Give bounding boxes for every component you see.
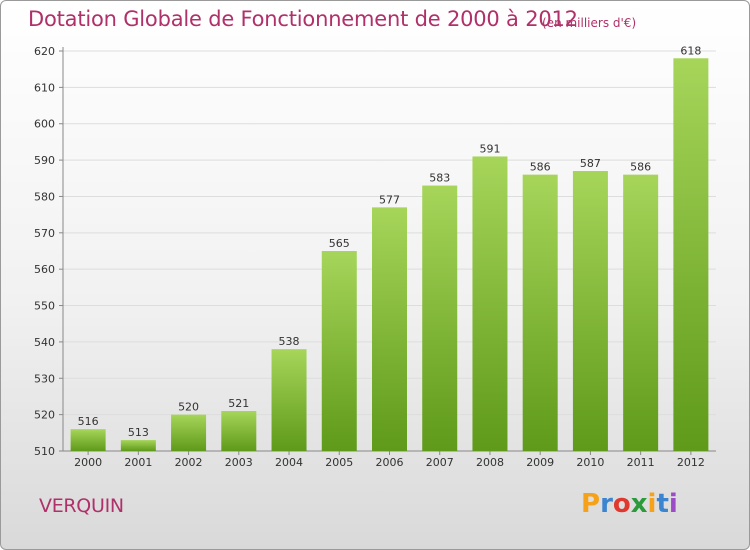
bar — [120, 440, 156, 451]
x-tick-label: 2001 — [124, 456, 152, 469]
logo-letter: i — [647, 489, 657, 519]
bar — [70, 429, 106, 451]
logo-letter: x — [630, 489, 648, 519]
y-tick-label: 590 — [34, 154, 55, 167]
commune-name: VERQUIN — [39, 495, 124, 517]
y-tick-label: 560 — [34, 263, 55, 276]
data-label: 521 — [228, 397, 249, 410]
y-tick-label: 610 — [34, 81, 55, 94]
x-tick-label: 2003 — [225, 456, 253, 469]
y-tick-label: 600 — [34, 118, 55, 131]
x-tick-label: 2010 — [576, 456, 604, 469]
y-tick-label: 540 — [34, 336, 55, 349]
data-label: 586 — [530, 161, 551, 174]
logo-letter: o — [612, 489, 631, 519]
x-tick-label: 2002 — [175, 456, 203, 469]
data-label: 577 — [379, 193, 400, 206]
logo-letter: r — [600, 489, 613, 519]
bar — [171, 414, 207, 451]
bar — [422, 185, 458, 451]
x-tick-label: 2011 — [627, 456, 655, 469]
data-label: 513 — [128, 426, 149, 439]
x-tick-label: 2009 — [526, 456, 554, 469]
bar — [472, 156, 508, 452]
data-label: 520 — [178, 401, 199, 414]
x-tick-label: 2004 — [275, 456, 303, 469]
logo-letter: i — [668, 489, 678, 519]
x-tick-label: 2000 — [74, 456, 102, 469]
data-label: 538 — [279, 335, 300, 348]
data-label: 618 — [680, 44, 701, 57]
bar — [321, 251, 357, 451]
chart-title: Dotation Globale de Fonctionnement de 20… — [28, 7, 578, 31]
x-tick-label: 2006 — [376, 456, 404, 469]
bar — [372, 207, 407, 451]
y-tick-label: 510 — [34, 445, 55, 458]
y-tick-label: 570 — [34, 227, 55, 240]
unit-note: (en milliers d'€) — [542, 16, 637, 30]
bars — [70, 58, 709, 452]
data-label: 516 — [78, 415, 99, 428]
data-label: 586 — [630, 161, 651, 174]
x-tick-label: 2012 — [677, 456, 705, 469]
y-tick-label: 620 — [34, 45, 55, 58]
data-labels: 516 513 520 521 538 565 577 583 591 586 587 586 618 — [78, 44, 702, 439]
data-label: 565 — [329, 237, 350, 250]
x-tick-labels: 2000 2001 2002 2003 2004 2005 2006 2007 2008 2009… — [74, 451, 705, 469]
x-tick-label: 2005 — [325, 456, 353, 469]
proxiti-logo: Proxiti — [581, 489, 678, 519]
logo-letter: P — [581, 489, 601, 519]
x-tick-label: 2008 — [476, 456, 504, 469]
y-tick-labels: 510 520 530 540 550 560 570 580 590 600 610 620 — [34, 45, 55, 458]
bar — [522, 174, 558, 452]
y-tick-label: 580 — [34, 190, 55, 203]
data-label: 587 — [580, 157, 601, 170]
bar — [221, 411, 257, 451]
bar — [623, 174, 659, 452]
bar — [572, 171, 608, 451]
y-tick-label: 520 — [34, 409, 55, 422]
y-tick-label: 530 — [34, 372, 55, 385]
bar — [673, 58, 709, 451]
x-tick-label: 2007 — [426, 456, 454, 469]
data-label: 591 — [479, 142, 500, 155]
data-label: 583 — [429, 172, 450, 185]
y-tick-label: 550 — [34, 300, 55, 313]
logo-letter: t — [656, 489, 669, 519]
bar — [271, 349, 307, 451]
